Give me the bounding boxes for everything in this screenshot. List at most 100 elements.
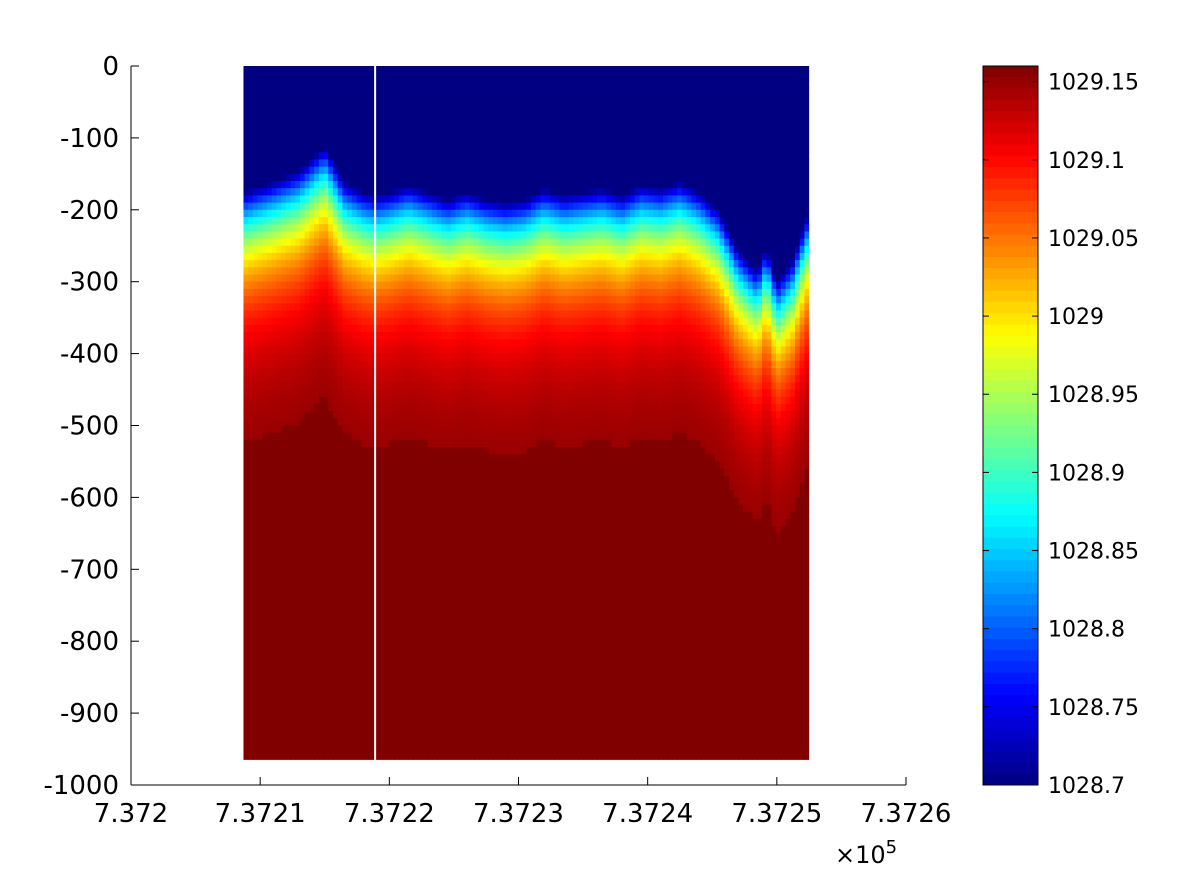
density-cell <box>267 476 272 484</box>
density-cell <box>437 289 442 297</box>
density-cell <box>319 692 324 700</box>
density-cell <box>399 195 404 203</box>
density-cell <box>248 260 253 268</box>
density-cell <box>319 361 324 369</box>
density-cell <box>309 605 314 613</box>
density-cell <box>385 102 390 110</box>
density-cell <box>328 749 333 757</box>
density-cell <box>267 426 272 434</box>
density-cell <box>352 512 357 520</box>
density-cell <box>347 239 352 247</box>
density-cell <box>276 310 281 318</box>
density-cell <box>253 612 258 620</box>
density-cell <box>404 677 409 685</box>
density-cell <box>380 382 385 390</box>
density-cell <box>470 684 475 692</box>
density-cell <box>366 612 371 620</box>
density-cell <box>479 706 484 714</box>
density-cell <box>380 411 385 419</box>
density-cell <box>262 174 267 182</box>
density-cell <box>479 598 484 606</box>
density-cell <box>342 469 347 477</box>
density-cell <box>272 275 277 283</box>
density-cell <box>291 756 296 764</box>
density-cell <box>338 231 343 239</box>
density-cell <box>276 490 281 498</box>
density-cell <box>342 332 347 340</box>
density-cell <box>479 519 484 527</box>
density-cell <box>267 713 272 721</box>
density-cell <box>309 310 314 318</box>
density-cell <box>243 663 248 671</box>
density-cell <box>385 124 390 132</box>
density-cell <box>286 735 291 743</box>
density-cell <box>361 217 366 225</box>
density-cell <box>253 720 258 728</box>
density-cell <box>423 390 428 398</box>
density-cell <box>446 275 451 283</box>
density-cell <box>295 598 300 606</box>
density-cell <box>385 116 390 124</box>
density-cell <box>451 505 456 513</box>
density-cell <box>408 447 413 455</box>
density-column <box>328 66 333 764</box>
density-cell <box>309 332 314 340</box>
density-cell <box>319 627 324 635</box>
density-cell <box>281 246 286 254</box>
density-cell <box>357 663 362 671</box>
density-cell <box>413 310 418 318</box>
density-cell <box>385 476 390 484</box>
density-cell <box>347 138 352 146</box>
density-cell <box>423 231 428 239</box>
density-cell <box>361 562 366 570</box>
density-cell <box>413 505 418 513</box>
density-cell <box>380 109 385 117</box>
density-cell <box>319 382 324 390</box>
density-cell <box>300 361 305 369</box>
density-cell <box>357 325 362 333</box>
density-cell <box>375 483 380 491</box>
density-cell <box>361 239 366 247</box>
density-cell <box>437 231 442 239</box>
density-cell <box>276 224 281 232</box>
density-cell <box>474 109 479 117</box>
density-cell <box>423 720 428 728</box>
density-cell <box>286 699 291 707</box>
density-column <box>357 66 362 764</box>
density-cell <box>328 88 333 96</box>
density-cell <box>474 131 479 139</box>
density-cell <box>305 684 310 692</box>
density-cell <box>286 461 291 469</box>
density-cell <box>253 505 258 513</box>
density-cell <box>338 756 343 764</box>
density-cell <box>408 246 413 254</box>
density-cell <box>432 670 437 678</box>
density-cell <box>413 231 418 239</box>
density-cell <box>404 627 409 635</box>
density-cell <box>446 303 451 311</box>
density-cell <box>465 684 470 692</box>
density-cell <box>342 159 347 167</box>
density-cell <box>248 397 253 405</box>
density-cell <box>390 95 395 103</box>
density-cell <box>272 684 277 692</box>
density-cell <box>276 706 281 714</box>
density-cell <box>267 210 272 218</box>
density-cell <box>319 469 324 477</box>
density-cell <box>394 404 399 412</box>
density-cell <box>399 641 404 649</box>
density-cell <box>319 699 324 707</box>
density-cell <box>291 483 296 491</box>
density-cell <box>408 713 413 721</box>
density-cell <box>253 145 258 153</box>
density-cell <box>418 217 423 225</box>
density-cell <box>253 303 258 311</box>
density-cell <box>338 95 343 103</box>
density-cell <box>361 260 366 268</box>
density-cell <box>437 426 442 434</box>
density-cell <box>366 670 371 678</box>
density-cell <box>427 246 432 254</box>
density-cell <box>295 627 300 635</box>
density-cell <box>427 461 432 469</box>
density-cell <box>338 684 343 692</box>
